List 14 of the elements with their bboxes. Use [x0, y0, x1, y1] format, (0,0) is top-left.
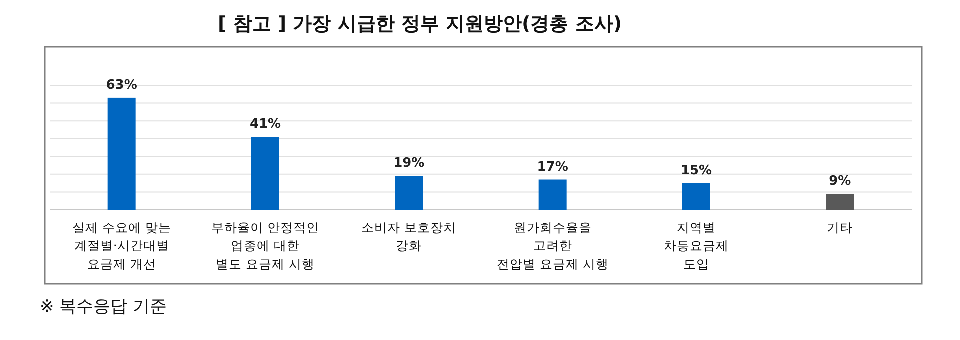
annotation: ※ 복수응답 기준: [40, 297, 168, 317]
category: 부하율이 안정적인 업종에 대한 별도 요금제 시행: [212, 220, 320, 272]
category: 소비자 보호장치 강화: [362, 220, 457, 254]
value-label: 17%: [537, 160, 568, 175]
category: 지역별 차등요금제 도입: [664, 220, 729, 272]
value-label: 41%: [250, 117, 282, 132]
category: 실제 수요에 맞는 계절별·시간대별 요금제 개선: [72, 220, 172, 272]
category: 원가회수율을 고려한 전압별 요금제 시행: [496, 220, 609, 272]
value-label: 15%: [680, 163, 712, 178]
category: 기타: [827, 220, 854, 235]
title: [ 참고 ] 가장 시급한 정부 지원방안(경총 조사): [218, 13, 622, 35]
value-label: 19%: [394, 156, 425, 172]
value-label: 63%: [106, 78, 138, 93]
value-label: 9%: [829, 174, 852, 189]
